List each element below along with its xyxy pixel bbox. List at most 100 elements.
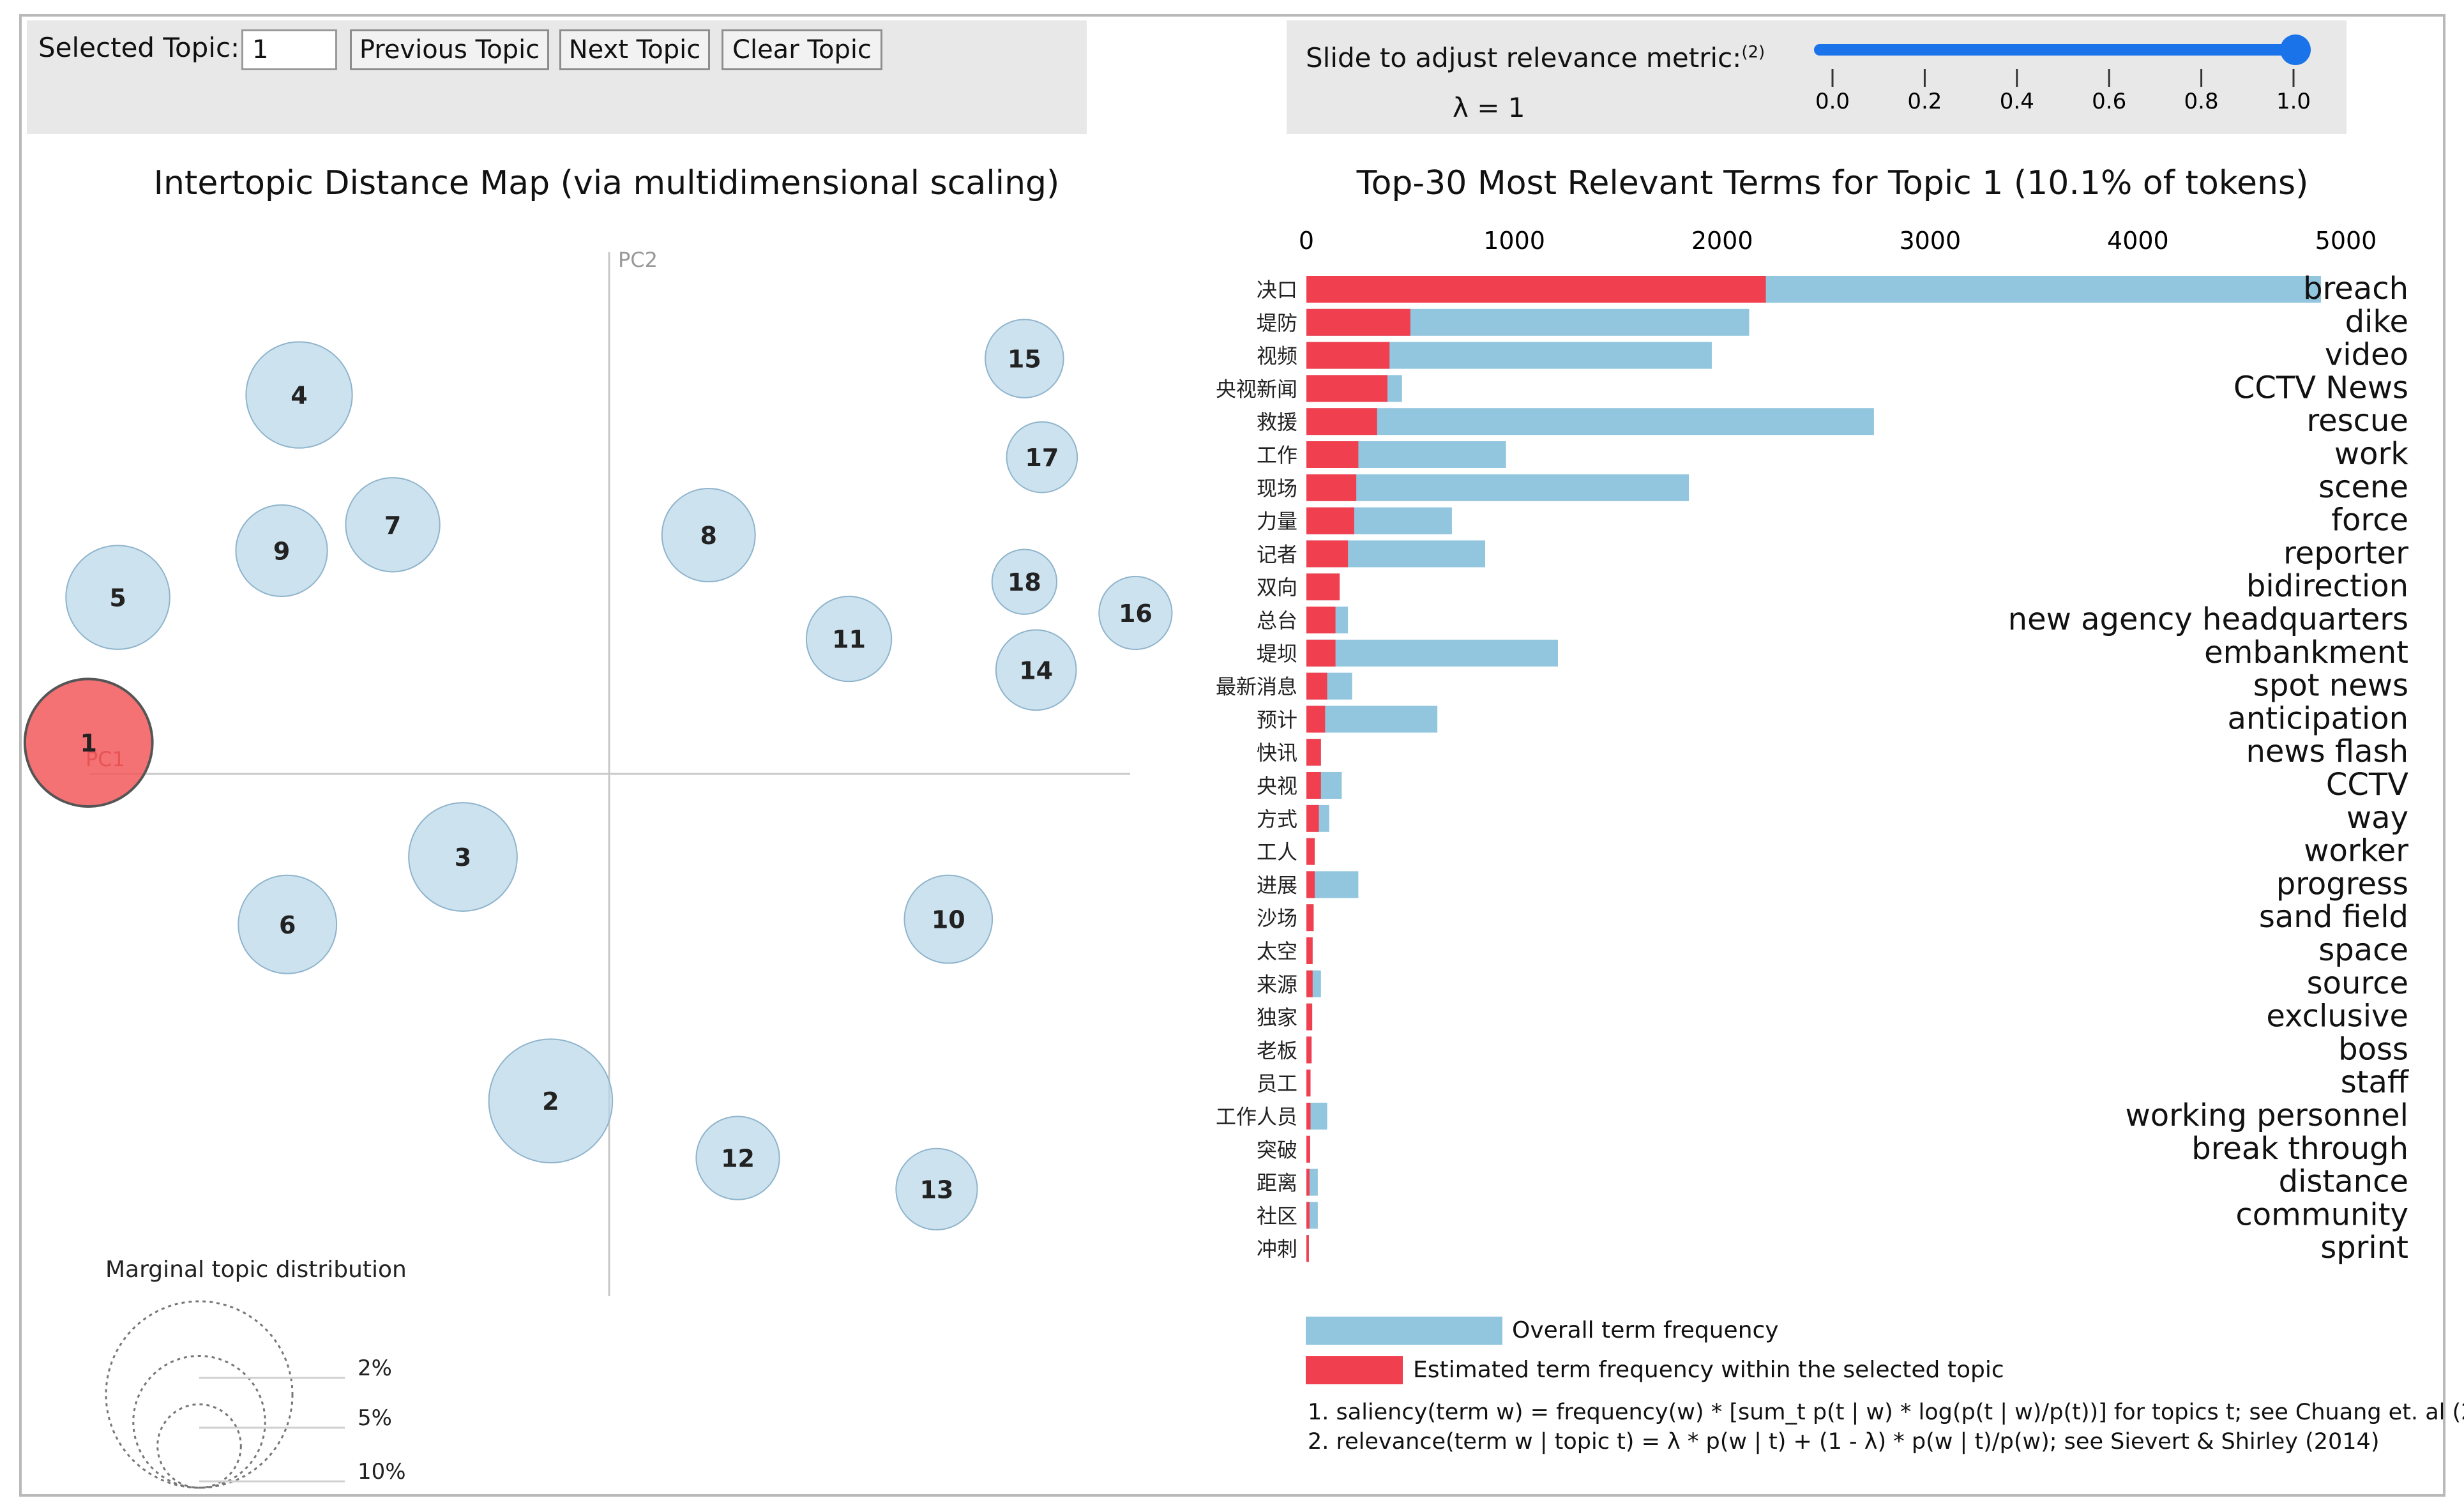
- topic-frequency-bar: [1306, 871, 1315, 898]
- topic-frequency-bar: [1306, 706, 1326, 733]
- topic-frequency-bar: [1306, 904, 1314, 932]
- x-tick-label: 3000: [1899, 227, 1961, 255]
- topic-frequency-bar: [1306, 474, 1357, 501]
- term-translation: dike: [2345, 304, 2408, 340]
- term-label: 总台: [1257, 609, 1297, 633]
- clear-topic-button[interactable]: Clear Topic: [722, 29, 882, 70]
- topic-bubble-9: [235, 504, 328, 598]
- topic-frequency-bar: [1306, 342, 1390, 369]
- topic-frequency-bar: [1306, 540, 1349, 568]
- overall-frequency-bar: [1306, 871, 1359, 898]
- marginal-circle: [132, 1355, 266, 1489]
- selected-topic-label: Selected Topic:: [38, 32, 240, 63]
- term-translation: video: [2325, 337, 2408, 373]
- term-label: 救援: [1257, 410, 1297, 434]
- term-label: 快讯: [1257, 741, 1297, 765]
- term-label: 方式: [1257, 807, 1297, 831]
- topic-frequency-bar: [1306, 1202, 1310, 1229]
- term-label: 社区: [1257, 1204, 1297, 1228]
- topic-frequency-bar: [1306, 573, 1340, 601]
- legend-topic-swatch: [1306, 1356, 1403, 1384]
- term-translation: force: [2331, 503, 2408, 538]
- marginal-label: 10%: [358, 1459, 406, 1485]
- term-label: 视频: [1257, 344, 1297, 368]
- pc2-axis-label: PC2: [618, 248, 658, 272]
- topic-bubble-1: [23, 677, 154, 808]
- topic-bubble-label: 18: [1008, 568, 1041, 596]
- topic-bubble-11: [805, 595, 893, 683]
- term-translation: spot news: [2253, 668, 2408, 704]
- topic-frequency-bar: [1306, 639, 1336, 667]
- topic-frequency-bar: [1306, 1168, 1310, 1196]
- topic-frequency-bar: [1306, 308, 1410, 336]
- term-label: 决口: [1257, 278, 1297, 302]
- term-translation: bidirection: [2246, 568, 2408, 604]
- marginal-distribution-title: Marginal topic distribution: [105, 1257, 407, 1283]
- legend-topic-label: Estimated term frequency within the sele…: [1413, 1357, 2004, 1383]
- term-label: 突破: [1257, 1138, 1297, 1162]
- topic-frequency-bar: [1306, 1135, 1310, 1163]
- topic-control-panel: [27, 20, 1087, 134]
- marginal-label: 2%: [358, 1356, 392, 1381]
- relevance-slider-label: Slide to adjust relevance metric:(2): [1306, 42, 1765, 73]
- topic-frequency-bar: [1306, 441, 1359, 468]
- term-translation: source: [2307, 965, 2408, 1001]
- slider-tick-label: 1.0: [2276, 89, 2311, 114]
- term-label: 堤防: [1257, 311, 1297, 335]
- relevance-slider[interactable]: 0.0 0.2 0.4 0.6 0.8 1.0: [1801, 26, 2324, 121]
- slider-tick-label: 0.2: [1907, 89, 1942, 114]
- term-translation: scene: [2318, 469, 2408, 505]
- topic-frequency-bar: [1306, 772, 1321, 799]
- term-translation: CCTV: [2326, 767, 2408, 803]
- x-tick-label: 0: [1299, 227, 1314, 255]
- topic-bubble-8: [661, 488, 756, 583]
- topic-frequency-bar: [1306, 805, 1319, 832]
- intertopic-map-title: Intertopic Distance Map (via multidimens…: [153, 164, 1060, 202]
- term-translation: staff: [2341, 1064, 2409, 1100]
- term-label: 工作人员: [1216, 1105, 1297, 1129]
- previous-topic-button[interactable]: Previous Topic: [350, 29, 549, 70]
- topic-bubble-label: 13: [920, 1176, 954, 1204]
- top-terms-title: Top-30 Most Relevant Terms for Topic 1 (…: [1356, 164, 2309, 202]
- topic-bubble-17: [1006, 421, 1078, 494]
- term-translation: distance: [2279, 1164, 2408, 1200]
- term-translation: new agency headquarters: [2008, 601, 2408, 637]
- footnote-relevance: 2. relevance(term w | topic t) = λ * p(w…: [1308, 1429, 2380, 1455]
- next-topic-button[interactable]: Next Topic: [559, 29, 710, 70]
- topic-bubble-label: 15: [1008, 345, 1041, 374]
- topic-frequency-bar: [1306, 838, 1315, 865]
- topic-bubble-label: 5: [109, 584, 126, 612]
- marginal-circle: [156, 1403, 242, 1489]
- topic-bubble-12: [695, 1115, 780, 1200]
- slider-tick-label: 0.6: [2092, 89, 2126, 114]
- term-translation: breach: [2303, 271, 2408, 306]
- term-translation: community: [2235, 1197, 2408, 1232]
- topic-frequency-bar: [1306, 507, 1354, 534]
- topic-frequency-bar: [1306, 1003, 1313, 1031]
- topic-bubble-label: 11: [832, 626, 866, 654]
- slider-tick-label: 0.0: [1815, 89, 1850, 114]
- term-translation: news flash: [2246, 734, 2408, 769]
- term-label: 力量: [1257, 510, 1297, 534]
- term-translation: boss: [2338, 1031, 2408, 1067]
- marginal-circle: [105, 1300, 294, 1489]
- term-label: 堤坝: [1257, 642, 1297, 666]
- term-label: 距离: [1257, 1171, 1297, 1195]
- slider-thumb[interactable]: [2280, 34, 2311, 65]
- topic-frequency-bar: [1306, 408, 1377, 435]
- term-label: 沙场: [1257, 906, 1297, 930]
- legend-overall-swatch: [1306, 1317, 1502, 1345]
- topic-frequency-bar: [1306, 276, 1766, 303]
- legend-overall-label: Overall term frequency: [1512, 1317, 1779, 1343]
- term-label: 央视: [1257, 774, 1297, 798]
- topic-bubble-label: 17: [1025, 444, 1059, 472]
- term-label: 工人: [1257, 840, 1297, 865]
- topic-frequency-bar: [1306, 1070, 1311, 1097]
- topic-bubble-label: 2: [542, 1087, 559, 1115]
- topic-bubble-15: [985, 319, 1064, 398]
- topic-bubble-label: 10: [932, 906, 965, 934]
- term-translation: rescue: [2306, 403, 2408, 439]
- topic-bubble-14: [995, 629, 1077, 711]
- selected-topic-input[interactable]: 1: [241, 29, 337, 70]
